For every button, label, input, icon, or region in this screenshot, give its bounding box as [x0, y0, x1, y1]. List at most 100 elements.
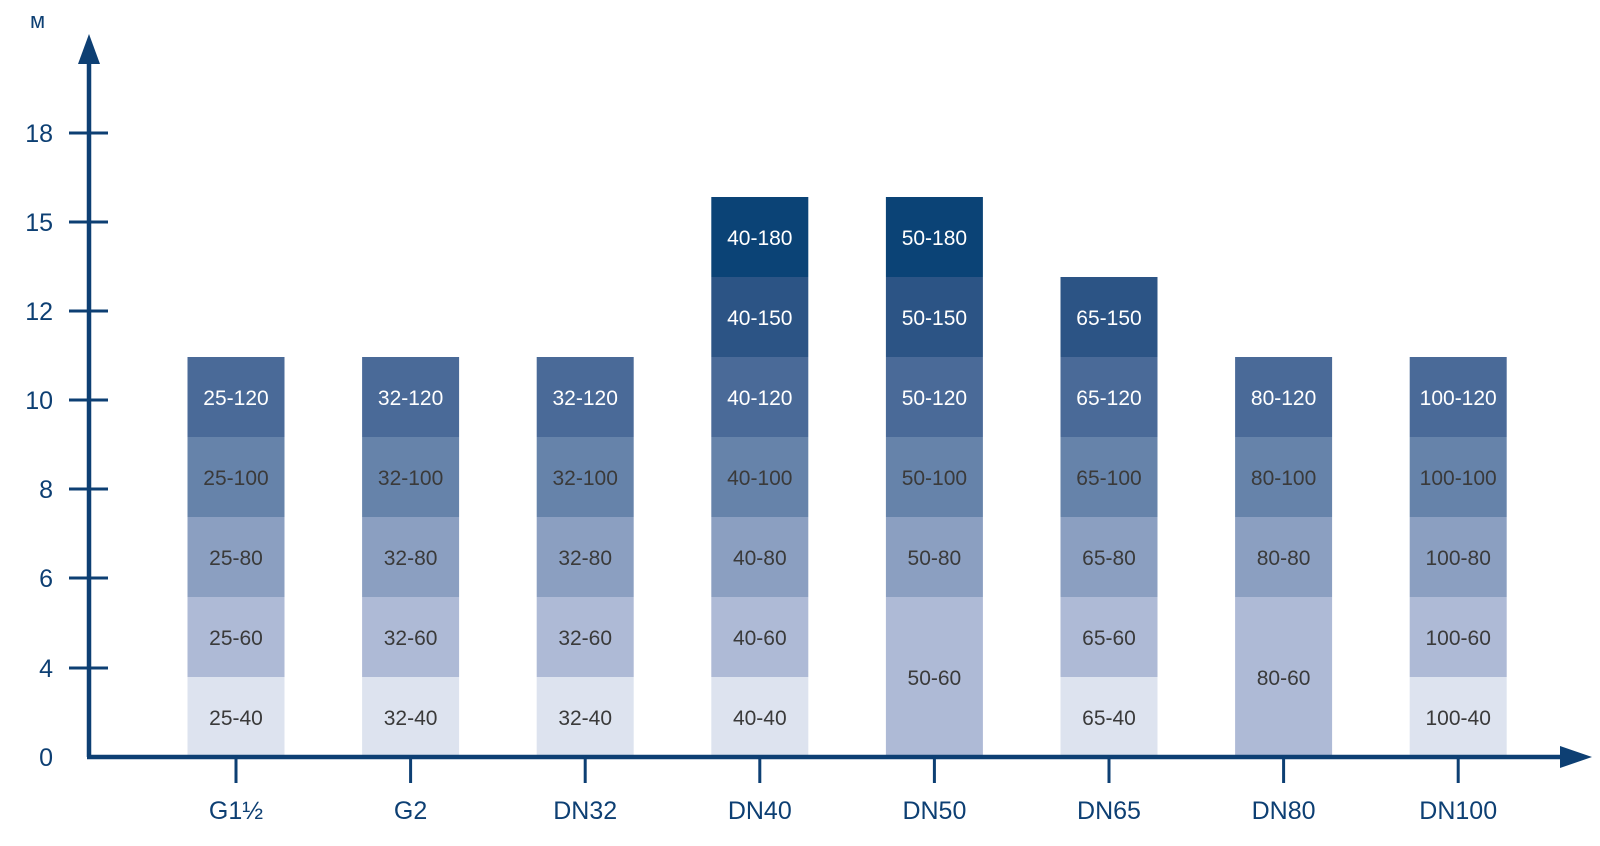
bar-segment-40-60 — [711, 597, 809, 677]
x-tick-label-dn65: DN65 — [1077, 797, 1141, 825]
bar-segment-25-100 — [187, 437, 285, 517]
segment-label-25-40: 25-40 — [209, 707, 263, 730]
segment-label-100-60: 100-60 — [1426, 627, 1491, 650]
bar-segment-50-150 — [885, 277, 983, 357]
y-tick-label-15: 15 — [25, 209, 53, 237]
bar-dn50: 50-60 50-80 50-100 50-120 50-150 50-180 — [885, 197, 983, 757]
segment-label-32-100: 32-100 — [553, 467, 618, 490]
segment-label-25-100: 25-100 — [203, 467, 268, 490]
y-tick-label-8: 8 — [39, 476, 53, 504]
segment-label-65-60: 65-60 — [1082, 627, 1136, 650]
bar-segment-50-60 — [885, 597, 983, 757]
bar-segment-100-120 — [1409, 357, 1507, 437]
bar-segment-32-80 — [536, 517, 634, 597]
bar-segment-50-120 — [885, 357, 983, 437]
segment-label-50-100: 50-100 — [902, 467, 967, 490]
segment-label-50-60: 50-60 — [908, 667, 962, 690]
axes: м — [30, 8, 1592, 768]
segment-label-40-60: 40-60 — [733, 627, 787, 650]
segment-label-65-40: 65-40 — [1082, 707, 1136, 730]
x-tick-label-dn32: DN32 — [553, 797, 617, 825]
segment-label-65-120: 65-120 — [1076, 387, 1141, 410]
y-tick-label-18: 18 — [25, 120, 53, 148]
segment-label-32-80: 32-80 — [384, 547, 438, 570]
bar-segment-40-100 — [711, 437, 809, 517]
segment-label-40-120: 40-120 — [727, 387, 792, 410]
segment-label-40-150: 40-150 — [727, 307, 792, 330]
segment-label-100-120: 100-120 — [1420, 387, 1497, 410]
bar-segment-50-100 — [885, 437, 983, 517]
segment-label-32-80: 32-80 — [558, 547, 612, 570]
x-axis-arrow — [1560, 746, 1592, 768]
bar-segment-40-40 — [711, 677, 809, 757]
bar-segment-40-80 — [711, 517, 809, 597]
segment-label-65-80: 65-80 — [1082, 547, 1136, 570]
segment-label-100-100: 100-100 — [1420, 467, 1497, 490]
bar-g1: 25-40 25-60 25-80 25-100 25-120 — [187, 357, 285, 757]
bar-segment-32-40 — [362, 677, 460, 757]
segment-label-100-40: 100-40 — [1426, 707, 1491, 730]
bar-segment-100-80 — [1409, 517, 1507, 597]
segment-label-50-120: 50-120 — [902, 387, 967, 410]
segment-label-65-150: 65-150 — [1076, 307, 1141, 330]
segment-label-25-120: 25-120 — [203, 387, 268, 410]
bar-segment-65-150 — [1060, 277, 1158, 357]
bar-segment-65-60 — [1060, 597, 1158, 677]
bar-segment-80-60 — [1235, 597, 1333, 757]
segment-label-32-60: 32-60 — [558, 627, 612, 650]
segment-label-32-40: 32-40 — [558, 707, 612, 730]
segment-label-80-100: 80-100 — [1251, 467, 1316, 490]
x-tick-label-dn50: DN50 — [902, 797, 966, 825]
x-tick-label-dn40: DN40 — [728, 797, 792, 825]
bar-segment-32-100 — [536, 437, 634, 517]
y-tick-label-6: 6 — [39, 565, 53, 593]
segment-label-32-120: 32-120 — [378, 387, 443, 410]
bar-segment-40-180 — [711, 197, 809, 277]
bar-segment-65-120 — [1060, 357, 1158, 437]
segment-label-25-80: 25-80 — [209, 547, 263, 570]
segment-label-65-100: 65-100 — [1076, 467, 1141, 490]
segment-label-32-120: 32-120 — [553, 387, 618, 410]
bar-segment-25-40 — [187, 677, 285, 757]
bar-segment-80-100 — [1235, 437, 1333, 517]
bar-segment-32-100 — [362, 437, 460, 517]
bar-dn32: 32-40 32-60 32-80 32-100 32-120 — [536, 357, 634, 757]
x-tick-label-g1: G1½ — [209, 797, 263, 825]
y-tick-label-4: 4 — [39, 655, 53, 683]
bar-segment-32-120 — [362, 357, 460, 437]
segment-label-25-60: 25-60 — [209, 627, 263, 650]
x-tick-label-g2: G2 — [394, 797, 427, 825]
segment-label-50-80: 50-80 — [908, 547, 962, 570]
segment-label-40-180: 40-180 — [727, 227, 792, 250]
bar-segment-32-40 — [536, 677, 634, 757]
bar-segment-65-80 — [1060, 517, 1158, 597]
segment-label-50-180: 50-180 — [902, 227, 967, 250]
segment-label-100-80: 100-80 — [1426, 547, 1491, 570]
bar-segment-40-120 — [711, 357, 809, 437]
bar-segment-32-60 — [362, 597, 460, 677]
bar-segment-50-180 — [885, 197, 983, 277]
bar-g2: 32-40 32-60 32-80 32-100 32-120 — [362, 357, 460, 757]
x-ticks: G1½ G2 DN32 DN40 DN50 DN65 DN80 DN100 — [209, 757, 1497, 825]
bar-dn40: 40-40 40-60 40-80 40-100 40-120 40-150 40-180 — [711, 197, 809, 757]
bar-segment-32-80 — [362, 517, 460, 597]
bar-segment-32-120 — [536, 357, 634, 437]
segment-label-40-100: 40-100 — [727, 467, 792, 490]
x-tick-label-dn100: DN100 — [1419, 797, 1497, 825]
y-ticks: 0 4 6 8 10 12 15 18 — [25, 120, 108, 772]
bar-segment-80-80 — [1235, 517, 1333, 597]
segment-label-80-120: 80-120 — [1251, 387, 1316, 410]
bar-segment-25-80 — [187, 517, 285, 597]
bar-segment-25-60 — [187, 597, 285, 677]
bar-dn80: 80-60 80-80 80-100 80-120 — [1235, 357, 1333, 757]
bar-segment-100-100 — [1409, 437, 1507, 517]
bar-segment-80-120 — [1235, 357, 1333, 437]
bar-segment-50-80 — [885, 517, 983, 597]
bar-segment-32-60 — [536, 597, 634, 677]
segment-label-80-80: 80-80 — [1257, 547, 1311, 570]
bar-segment-65-40 — [1060, 677, 1158, 757]
bar-segment-100-40 — [1409, 677, 1507, 757]
segment-label-50-150: 50-150 — [902, 307, 967, 330]
y-tick-label-0: 0 — [39, 744, 53, 772]
